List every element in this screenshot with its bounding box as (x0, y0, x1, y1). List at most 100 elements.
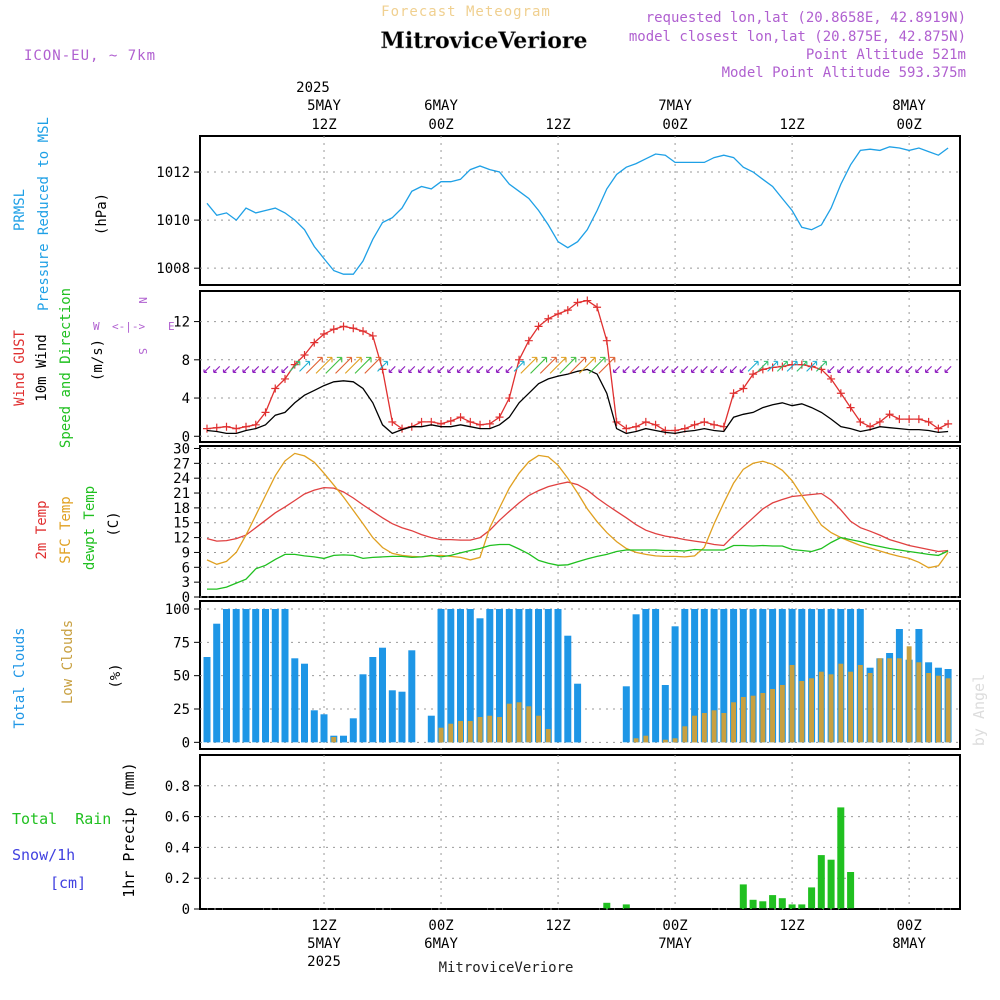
gust-marker (856, 417, 865, 426)
bar-total-clouds (437, 609, 445, 743)
ytick-label: 100 (165, 602, 190, 618)
gust-marker (651, 420, 660, 429)
gust-marker (622, 424, 631, 433)
gust-marker (203, 424, 211, 433)
series-line-prmsl (206, 146, 949, 275)
precip-unit: 1hr Precip (mm) (120, 762, 138, 897)
wind-dir-arrow (847, 365, 855, 373)
bar-low-clouds (809, 678, 814, 743)
wind-dir-arrow (495, 365, 503, 373)
wind-dir-arrow (710, 365, 718, 373)
wind-dir-arrow (569, 356, 587, 374)
bar-low-clouds (536, 715, 541, 743)
gust-marker (417, 417, 426, 426)
wind-dir-arrow (325, 356, 343, 374)
ytick-label: 25 (173, 702, 190, 718)
wind-dir-arrow (271, 365, 279, 373)
bar-total-rain (808, 887, 816, 909)
bar-low-clouds (672, 738, 678, 743)
wind-dir-arrow (671, 365, 679, 373)
wind-dir-arrow (934, 365, 942, 373)
bar-low-clouds (926, 673, 932, 743)
bar-total-rain (827, 859, 835, 909)
bar-low-clouds (877, 658, 883, 743)
gust-marker (388, 417, 397, 426)
gust-marker (905, 415, 914, 424)
ytick-label: 0.2 (165, 871, 190, 887)
wind-dir-arrow (876, 365, 884, 373)
wind-dir-arrow (905, 365, 913, 373)
xtick-bottom-time: 12Z (779, 918, 804, 934)
xtick-bottom-time: 12Z (545, 918, 570, 934)
bar-low-clouds (633, 738, 639, 743)
wind-dir-arrow (437, 365, 445, 373)
gust-marker (251, 420, 260, 429)
bar-total-rain (769, 895, 777, 909)
gust-marker (281, 374, 290, 383)
bar-total-clouds (262, 609, 269, 743)
bar-low-clouds (779, 685, 785, 743)
gust-marker (329, 325, 338, 334)
bar-total-clouds (203, 657, 211, 743)
gust-marker (456, 413, 465, 422)
panel-frame (199, 445, 961, 598)
model-name: ICON-EU, ~ 7km (24, 48, 156, 64)
gust-marker (836, 389, 845, 398)
bar-low-clouds (662, 739, 668, 743)
bar-total-clouds (486, 609, 494, 743)
wind-dir-arrow (344, 356, 362, 374)
bar-total-rain (817, 855, 825, 909)
xtick-top-time: 00Z (428, 117, 453, 133)
gust-marker (875, 417, 884, 426)
ytick-label: 0.4 (165, 840, 190, 856)
bar-low-clouds (935, 675, 941, 743)
bar-low-clouds (701, 713, 707, 743)
wind-dir-arrow (720, 365, 728, 373)
wind-dir-arrow (335, 356, 353, 374)
bar-low-clouds (467, 721, 473, 743)
ytick-label: 0 (182, 590, 190, 606)
bar-total-clouds (759, 609, 767, 743)
precip-label-snow-unit: [cm] (50, 874, 86, 892)
bar-total-rain (788, 904, 796, 909)
wind-dir-arrow (213, 365, 221, 373)
pressure-label-2: Pressure Reduced to MSL (36, 117, 52, 311)
xtick-top-time: 00Z (662, 117, 687, 133)
wind-dir-arrow (486, 365, 494, 373)
wind-dir-arrow (856, 365, 864, 373)
bar-low-clouds (731, 702, 736, 743)
ytick-label: 0 (182, 735, 190, 751)
bar-low-clouds (692, 715, 697, 743)
watermark: by Angel (970, 674, 988, 746)
wind-dir-arrow (886, 365, 894, 373)
bar-total-clouds (691, 609, 699, 743)
wind-dir-arrow (354, 356, 372, 374)
bar-low-clouds (867, 673, 873, 743)
clouds-unit: (%) (108, 663, 124, 688)
gust-marker (797, 360, 806, 369)
bar-total-clouds (661, 685, 669, 743)
bar-total-clouds (720, 609, 728, 743)
gust-marker (515, 355, 524, 364)
ytick-label: 75 (173, 635, 190, 651)
wind-dir-arrow (700, 365, 708, 373)
wind-dir-arrow (622, 365, 630, 373)
clouds-label-total: Total Clouds (12, 627, 28, 728)
gust-marker (885, 410, 894, 419)
bar-total-clouds (642, 609, 650, 743)
gust-marker (524, 336, 533, 345)
bar-total-clouds (232, 609, 240, 743)
wind-dir-arrow (252, 365, 260, 373)
bar-low-clouds (331, 737, 337, 743)
bar-total-clouds (223, 609, 230, 743)
gust-marker (485, 419, 494, 428)
ytick-label: 18 (173, 501, 190, 517)
xtick-bottom-date: 6MAY (424, 936, 458, 952)
wind-dir-arrow (612, 365, 620, 373)
gust-marker (290, 360, 299, 369)
bar-total-rain (622, 904, 630, 909)
bar-low-clouds (516, 702, 522, 743)
bar-low-clouds (740, 697, 746, 743)
series-line-dewpt-temp (207, 536, 949, 590)
